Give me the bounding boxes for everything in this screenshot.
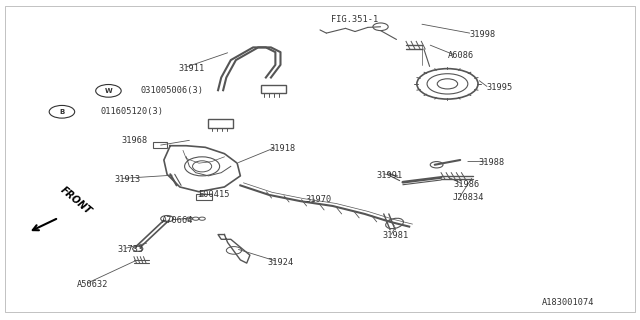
Text: 31913: 31913 (115, 175, 141, 184)
Bar (153, 142, 167, 148)
Text: A50632: A50632 (77, 280, 108, 289)
Text: A70664: A70664 (162, 216, 193, 225)
Text: 31733: 31733 (117, 245, 143, 254)
Text: FIG.351-1: FIG.351-1 (332, 15, 379, 24)
Text: 31970: 31970 (306, 195, 332, 204)
Text: 31995: 31995 (487, 83, 513, 92)
Text: 31991: 31991 (376, 171, 403, 180)
Text: E00415: E00415 (198, 190, 229, 199)
Text: 31981: 31981 (383, 231, 409, 240)
Bar (261, 84, 285, 93)
Text: 031005006(3): 031005006(3) (140, 86, 204, 95)
Text: W: W (104, 88, 112, 94)
Text: 31918: 31918 (269, 144, 295, 153)
Text: J20834: J20834 (452, 193, 484, 202)
Text: A183001074: A183001074 (541, 298, 595, 307)
Bar (196, 194, 212, 200)
Text: 31986: 31986 (454, 180, 480, 189)
Text: 31911: 31911 (179, 63, 205, 73)
Text: 31924: 31924 (268, 258, 294, 267)
Text: FRONT: FRONT (59, 185, 93, 216)
Bar (209, 119, 233, 128)
Text: 011605120(3): 011605120(3) (100, 107, 163, 116)
Text: B: B (60, 109, 65, 115)
Text: 31968: 31968 (121, 136, 147, 145)
Text: 31988: 31988 (478, 158, 504, 167)
Text: A6086: A6086 (447, 52, 474, 60)
Text: 31998: 31998 (470, 30, 496, 39)
